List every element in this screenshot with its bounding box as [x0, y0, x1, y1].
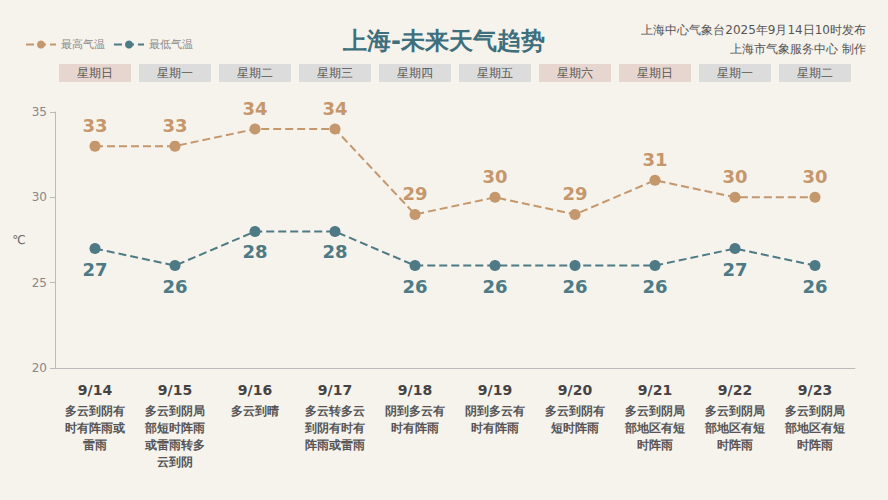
- svg-text:时有阵雨: 时有阵雨: [391, 421, 439, 435]
- svg-text:时有阵雨: 时有阵雨: [471, 421, 519, 435]
- svg-text:30: 30: [722, 166, 747, 187]
- svg-text:上海市气象服务中心 制作: 上海市气象服务中心 制作: [730, 42, 866, 56]
- svg-text:9/23: 9/23: [798, 382, 832, 398]
- svg-text:多云到阴局: 多云到阴局: [625, 404, 685, 418]
- svg-text:29: 29: [402, 183, 427, 204]
- svg-text:30: 30: [802, 166, 827, 187]
- svg-text:26: 26: [482, 276, 507, 297]
- svg-text:30: 30: [482, 166, 507, 187]
- svg-text:多云到阴局: 多云到阴局: [785, 404, 845, 418]
- svg-text:部短时阵雨: 部短时阵雨: [144, 421, 205, 435]
- svg-text:星期三: 星期三: [317, 66, 353, 80]
- svg-text:阵雨或雷雨: 阵雨或雷雨: [305, 438, 365, 452]
- svg-text:9/19: 9/19: [478, 382, 512, 398]
- svg-text:30: 30: [32, 190, 47, 204]
- svg-text:9/18: 9/18: [398, 382, 432, 398]
- svg-text:9/16: 9/16: [238, 382, 272, 398]
- svg-text:星期二: 星期二: [237, 66, 273, 80]
- svg-text:时阵雨: 时阵雨: [797, 438, 833, 452]
- svg-text:星期六: 星期六: [557, 66, 593, 80]
- svg-text:9/20: 9/20: [558, 382, 593, 398]
- svg-text:9/21: 9/21: [638, 382, 672, 398]
- svg-text:℃: ℃: [12, 233, 25, 247]
- svg-text:26: 26: [162, 276, 187, 297]
- svg-text:26: 26: [562, 276, 587, 297]
- svg-text:29: 29: [562, 183, 587, 204]
- svg-text:星期四: 星期四: [397, 66, 433, 80]
- svg-text:到阴有时有: 到阴有时有: [304, 421, 365, 435]
- svg-text:最低气温: 最低气温: [149, 38, 193, 51]
- svg-text:多云转多云: 多云转多云: [305, 404, 365, 418]
- svg-text:28: 28: [322, 241, 347, 262]
- svg-text:星期二: 星期二: [797, 66, 833, 80]
- svg-text:9/14: 9/14: [78, 382, 113, 398]
- svg-text:短时阵雨: 短时阵雨: [550, 421, 599, 435]
- svg-text:或雷雨转多: 或雷雨转多: [144, 438, 205, 452]
- svg-text:星期一: 星期一: [157, 66, 193, 80]
- svg-text:9/15: 9/15: [158, 382, 192, 398]
- svg-text:27: 27: [722, 259, 747, 280]
- svg-text:28: 28: [242, 241, 267, 262]
- svg-text:27: 27: [82, 259, 107, 280]
- svg-text:34: 34: [322, 98, 347, 119]
- svg-text:星期日: 星期日: [637, 66, 673, 80]
- svg-text:星期一: 星期一: [717, 66, 753, 80]
- svg-text:多云到晴: 多云到晴: [231, 404, 279, 418]
- svg-text:雷雨: 雷雨: [83, 438, 107, 452]
- svg-text:9/17: 9/17: [318, 382, 352, 398]
- svg-text:时有阵雨或: 时有阵雨或: [65, 421, 125, 435]
- svg-text:时阵雨: 时阵雨: [637, 438, 673, 452]
- svg-text:33: 33: [82, 115, 107, 136]
- svg-text:阴到多云有: 阴到多云有: [385, 404, 445, 418]
- svg-text:9/22: 9/22: [718, 382, 752, 398]
- svg-text:星期五: 星期五: [477, 66, 513, 80]
- svg-text:部地区有短: 部地区有短: [704, 421, 765, 435]
- svg-text:26: 26: [802, 276, 827, 297]
- svg-text:阴到多云有: 阴到多云有: [465, 404, 525, 418]
- svg-text:星期日: 星期日: [77, 66, 113, 80]
- svg-text:上海-未来天气趋势: 上海-未来天气趋势: [342, 27, 545, 55]
- svg-text:33: 33: [162, 115, 187, 136]
- svg-text:云到阴: 云到阴: [157, 455, 193, 469]
- svg-text:多云到阴局: 多云到阴局: [145, 404, 205, 418]
- svg-text:26: 26: [642, 276, 667, 297]
- svg-text:部地区有短: 部地区有短: [624, 421, 685, 435]
- svg-text:时阵雨: 时阵雨: [717, 438, 753, 452]
- svg-text:34: 34: [242, 98, 267, 119]
- svg-text:多云到阴有: 多云到阴有: [65, 404, 125, 418]
- svg-text:25: 25: [32, 276, 47, 290]
- svg-text:35: 35: [32, 105, 47, 119]
- svg-text:31: 31: [642, 149, 667, 170]
- svg-text:20: 20: [32, 361, 47, 375]
- svg-text:多云到阴局: 多云到阴局: [705, 404, 765, 418]
- svg-text:26: 26: [402, 276, 427, 297]
- svg-text:最高气温: 最高气温: [61, 38, 105, 51]
- svg-text:多云到阴有: 多云到阴有: [545, 404, 605, 418]
- svg-text:部地区有短: 部地区有短: [784, 421, 845, 435]
- svg-text:上海中心气象台2025年9月14日10时发布: 上海中心气象台2025年9月14日10时发布: [641, 23, 866, 37]
